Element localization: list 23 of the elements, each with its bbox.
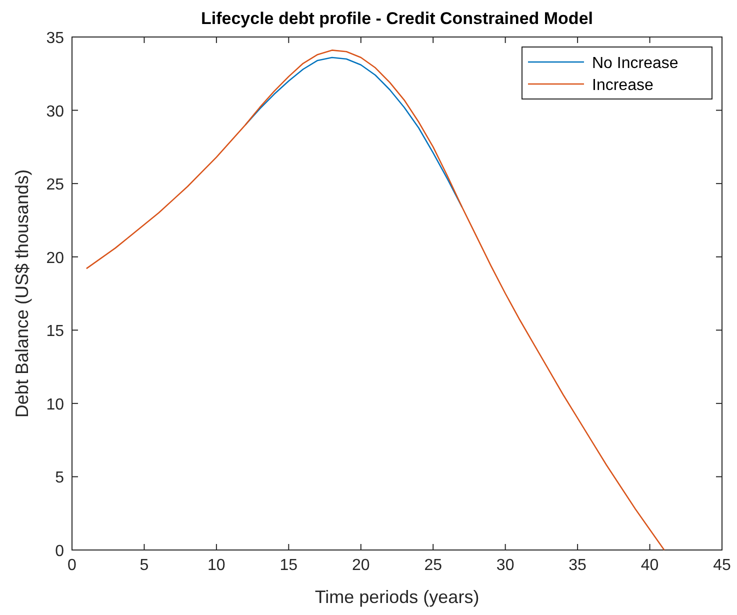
x-tick-label: 20 bbox=[352, 557, 370, 574]
y-tick-label: 30 bbox=[46, 103, 64, 120]
y-tick-label: 5 bbox=[55, 470, 64, 487]
x-tick-label: 45 bbox=[713, 557, 731, 574]
x-tick-label: 0 bbox=[68, 557, 77, 574]
x-axis-title: Time periods (years) bbox=[314, 587, 480, 607]
y-tick-label: 20 bbox=[46, 250, 64, 267]
x-tick-label: 30 bbox=[496, 557, 514, 574]
chart-title: Lifecycle debt profile - Credit Constrained Model bbox=[201, 9, 593, 28]
x-tick-label: 10 bbox=[208, 557, 226, 574]
y-tick-label: 15 bbox=[46, 323, 64, 340]
legend-label: Increase bbox=[592, 77, 654, 94]
x-tick-label: 15 bbox=[280, 557, 298, 574]
y-tick-label: 35 bbox=[46, 30, 64, 47]
legend-label: No Increase bbox=[592, 55, 678, 72]
y-tick-label: 25 bbox=[46, 176, 64, 194]
x-tick-label: 35 bbox=[568, 557, 587, 574]
y-axis-title: Debt Balance (US$ thousands) bbox=[12, 169, 32, 418]
x-tick-label: 5 bbox=[140, 557, 149, 574]
x-tick-label: 40 bbox=[640, 557, 659, 574]
y-tick-label: 10 bbox=[46, 396, 64, 414]
x-tick-label: 25 bbox=[424, 557, 442, 574]
y-tick-label: 0 bbox=[55, 543, 64, 560]
